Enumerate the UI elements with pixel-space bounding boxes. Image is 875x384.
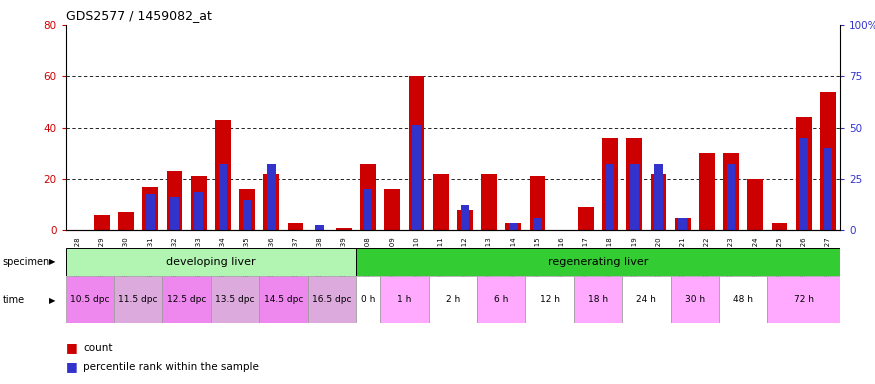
- Bar: [796, 118, 812, 230]
- Bar: [194, 192, 203, 230]
- Text: regenerating liver: regenerating liver: [548, 257, 648, 267]
- Text: ■: ■: [66, 341, 77, 354]
- Bar: [606, 164, 614, 230]
- Bar: [316, 225, 324, 230]
- Bar: [525, 276, 574, 323]
- Bar: [191, 177, 206, 230]
- Bar: [263, 174, 279, 230]
- Bar: [360, 164, 376, 230]
- Text: 30 h: 30 h: [685, 295, 705, 304]
- Text: developing liver: developing liver: [166, 257, 256, 267]
- Text: 2 h: 2 h: [445, 295, 460, 304]
- Text: 0 h: 0 h: [360, 295, 375, 304]
- Bar: [433, 174, 449, 230]
- Bar: [239, 189, 255, 230]
- Bar: [651, 174, 667, 230]
- Text: count: count: [83, 343, 113, 353]
- Bar: [171, 197, 178, 230]
- Bar: [336, 228, 352, 230]
- Bar: [699, 153, 715, 230]
- Bar: [364, 189, 373, 230]
- Bar: [719, 276, 767, 323]
- Bar: [477, 276, 525, 323]
- Bar: [626, 138, 642, 230]
- Text: percentile rank within the sample: percentile rank within the sample: [83, 362, 259, 372]
- Text: GDS2577 / 1459082_at: GDS2577 / 1459082_at: [66, 9, 212, 22]
- Bar: [308, 276, 356, 323]
- Bar: [727, 164, 735, 230]
- Bar: [259, 276, 308, 323]
- Text: 12 h: 12 h: [540, 295, 560, 304]
- Bar: [602, 138, 618, 230]
- Bar: [288, 223, 304, 230]
- Bar: [219, 164, 228, 230]
- Bar: [457, 210, 472, 230]
- Text: time: time: [3, 295, 24, 305]
- Bar: [356, 248, 840, 276]
- Bar: [460, 205, 469, 230]
- Text: 48 h: 48 h: [733, 295, 753, 304]
- Text: ▶: ▶: [49, 296, 55, 305]
- Bar: [66, 276, 114, 323]
- Bar: [356, 276, 381, 323]
- Text: 13.5 dpc: 13.5 dpc: [215, 295, 255, 304]
- Bar: [481, 174, 497, 230]
- Bar: [820, 92, 836, 230]
- Bar: [143, 187, 158, 230]
- Text: 18 h: 18 h: [588, 295, 608, 304]
- Bar: [412, 125, 421, 230]
- Bar: [767, 276, 840, 323]
- Bar: [146, 194, 155, 230]
- Bar: [772, 223, 788, 230]
- Bar: [747, 179, 763, 230]
- Text: 1 h: 1 h: [397, 295, 411, 304]
- Text: specimen: specimen: [3, 257, 50, 267]
- Bar: [409, 76, 424, 230]
- Text: 24 h: 24 h: [636, 295, 656, 304]
- Bar: [724, 153, 739, 230]
- Text: 16.5 dpc: 16.5 dpc: [312, 295, 352, 304]
- Bar: [533, 218, 542, 230]
- Bar: [509, 223, 517, 230]
- Bar: [654, 164, 662, 230]
- Bar: [243, 200, 251, 230]
- Bar: [166, 171, 182, 230]
- Bar: [678, 218, 687, 230]
- Text: ■: ■: [66, 360, 77, 373]
- Bar: [163, 276, 211, 323]
- Bar: [529, 177, 545, 230]
- Bar: [675, 218, 690, 230]
- Bar: [94, 215, 109, 230]
- Bar: [800, 138, 808, 230]
- Text: 6 h: 6 h: [494, 295, 508, 304]
- Bar: [823, 148, 832, 230]
- Bar: [384, 189, 400, 230]
- Bar: [574, 276, 622, 323]
- Bar: [622, 276, 670, 323]
- Text: 10.5 dpc: 10.5 dpc: [70, 295, 109, 304]
- Text: ▶: ▶: [49, 257, 55, 266]
- Text: 14.5 dpc: 14.5 dpc: [263, 295, 303, 304]
- Bar: [429, 276, 477, 323]
- Bar: [114, 276, 163, 323]
- Bar: [66, 248, 356, 276]
- Text: 11.5 dpc: 11.5 dpc: [118, 295, 158, 304]
- Bar: [381, 276, 429, 323]
- Bar: [670, 276, 719, 323]
- Text: 72 h: 72 h: [794, 295, 814, 304]
- Bar: [267, 164, 276, 230]
- Bar: [118, 212, 134, 230]
- Bar: [211, 276, 259, 323]
- Text: 12.5 dpc: 12.5 dpc: [167, 295, 206, 304]
- Bar: [215, 120, 231, 230]
- Bar: [578, 207, 594, 230]
- Bar: [506, 223, 522, 230]
- Bar: [630, 164, 639, 230]
